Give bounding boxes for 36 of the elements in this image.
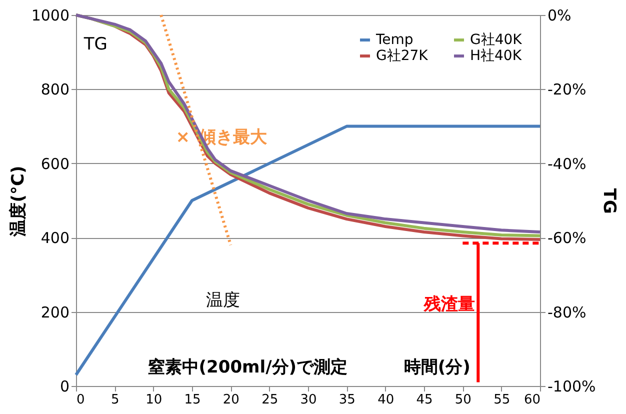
- legend-label: G社27K: [376, 48, 429, 64]
- y-tick-label: 800: [40, 80, 70, 99]
- annotation: 残渣量: [423, 294, 475, 314]
- y2-tick-label: -100%: [548, 378, 596, 396]
- legend-label: G社40K: [470, 32, 523, 48]
- y2-tick-label: -60%: [548, 229, 586, 248]
- y-tick-label: 1000: [31, 6, 70, 24]
- x-tick-label: 30: [300, 392, 317, 408]
- y2-tick-label: 0%: [548, 6, 572, 24]
- x-tick-label: 50: [454, 392, 472, 408]
- annotation: 温度: [206, 290, 240, 311]
- annotation: TG: [82, 34, 108, 55]
- legend-label: H社40K: [470, 48, 522, 64]
- x-tick-label: 40: [378, 392, 394, 408]
- x-tick-label: 60: [524, 392, 540, 408]
- y-axis-title: 温度(°C): [8, 166, 28, 238]
- y2-tick-label: -20%: [548, 80, 586, 99]
- y-tick-label: 0: [60, 378, 70, 396]
- y2-tick-label: -40%: [548, 154, 586, 173]
- legend-label: Temp: [375, 32, 414, 48]
- x-tick-label: 45: [416, 392, 433, 408]
- annotation: 窒素中(200ml/分)で測定: [148, 357, 348, 378]
- x-tick-label: 10: [146, 392, 162, 408]
- y2-axis-title: TG: [598, 188, 619, 214]
- x-tick-label: 5: [111, 392, 120, 408]
- x-tick-label: 15: [184, 392, 201, 408]
- x-tick-label: 25: [262, 392, 278, 408]
- x-tick-label: 55: [494, 392, 510, 408]
- y2-tick-label: -80%: [548, 303, 586, 322]
- y-tick-label: 400: [40, 229, 70, 248]
- x-tick-label: 20: [222, 392, 240, 408]
- y-tick-label: 600: [40, 154, 70, 173]
- x-axis-title: 時間(分): [404, 357, 470, 378]
- y-tick-label: 200: [40, 303, 70, 322]
- x-tick-label: 35: [338, 392, 356, 408]
- x-tick-label: 0: [76, 392, 85, 408]
